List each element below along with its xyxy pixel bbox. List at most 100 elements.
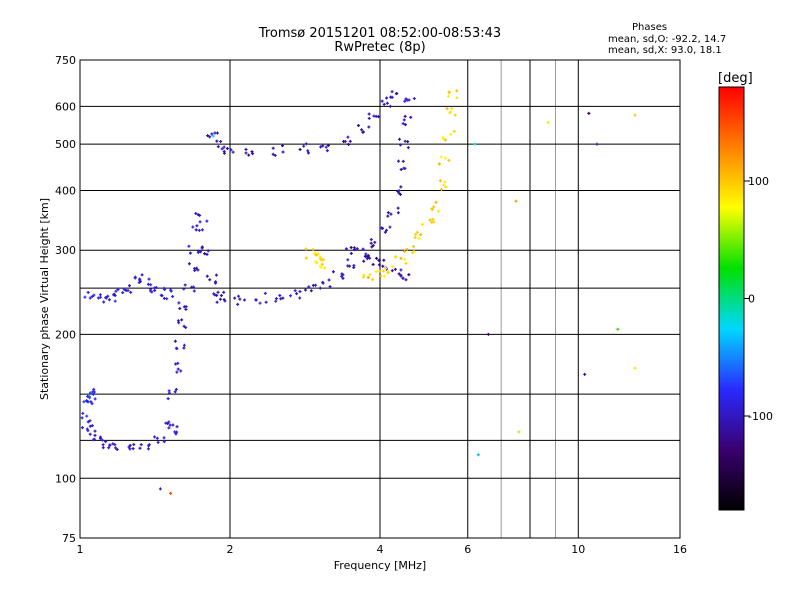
- colorbar-ticks: 100 0 -100: [744, 175, 773, 423]
- scatter-point: [346, 264, 350, 268]
- scatter-point: [160, 294, 164, 298]
- scatter-point: [369, 238, 373, 242]
- scatter-point: [153, 435, 157, 439]
- scatter-point: [174, 432, 178, 436]
- scatter-point: [113, 299, 117, 303]
- scatter-point: [398, 192, 402, 196]
- scatter-point: [80, 426, 84, 430]
- scatter-point: [80, 416, 84, 420]
- scatter-point: [379, 274, 383, 278]
- y-tick-label: 75: [62, 532, 76, 545]
- scatter-point: [196, 250, 200, 254]
- scatter-point: [183, 283, 187, 287]
- scatter-point: [173, 430, 177, 434]
- scatter-point: [197, 228, 201, 232]
- scatter-point: [428, 218, 432, 222]
- scatter-point: [113, 443, 117, 447]
- scatter-point: [111, 442, 115, 446]
- chart-title: Tromsø 20151201 08:52:00-08:53:43: [258, 26, 502, 41]
- scatter-point: [413, 236, 417, 240]
- scatter-point: [121, 291, 125, 295]
- y-axis-label: Stationary phase Virtual Height [km]: [38, 198, 51, 400]
- scatter-point: [153, 288, 157, 292]
- scatter-point: [175, 370, 179, 374]
- scatter-point: [583, 372, 587, 376]
- scatter-point: [438, 179, 442, 183]
- scatter-point: [273, 153, 277, 157]
- scatter-point: [167, 389, 171, 393]
- scatter-point: [81, 411, 85, 415]
- scatter-point: [167, 420, 171, 424]
- scatter-point: [216, 145, 220, 149]
- scatter-point: [402, 249, 406, 253]
- scatter-point: [147, 277, 151, 281]
- scatter-point: [318, 286, 322, 290]
- scatter-point: [93, 397, 97, 401]
- scatter-point: [128, 447, 132, 451]
- scatter-point: [205, 252, 209, 256]
- scatter-point: [173, 390, 177, 394]
- scatter-point: [215, 300, 219, 304]
- scatter-point: [93, 433, 97, 437]
- scatter-point: [396, 211, 400, 215]
- scatter-point: [171, 294, 175, 298]
- scatter-point: [208, 135, 212, 139]
- y-tick-label: 200: [55, 328, 76, 341]
- scatter-point: [263, 291, 267, 295]
- scatter-point: [115, 447, 119, 451]
- scatter-point: [303, 288, 307, 292]
- scatter-point: [195, 224, 199, 228]
- scatter-point: [352, 265, 356, 269]
- scatter-point: [114, 289, 118, 293]
- scatter-point: [383, 230, 387, 234]
- scatter-point: [304, 256, 308, 260]
- scatter-point: [314, 283, 318, 287]
- scatter-point: [281, 150, 285, 154]
- scatter-point: [200, 228, 204, 232]
- scatter-point: [98, 437, 102, 441]
- scatter-point: [406, 146, 410, 150]
- scatter-point: [236, 302, 240, 306]
- scatter-point: [106, 294, 110, 298]
- scatter-point: [445, 107, 449, 111]
- scatter-point: [309, 289, 313, 293]
- scatter-point: [414, 232, 418, 236]
- scatter-point: [517, 430, 521, 434]
- scatter-point: [177, 301, 181, 305]
- scatter-point: [377, 263, 381, 267]
- scatter-point: [180, 318, 184, 322]
- scatter-point: [394, 255, 398, 259]
- scatter-point: [389, 212, 393, 216]
- scatter-point: [88, 419, 92, 423]
- scatter-point: [174, 362, 178, 366]
- scatter-point: [368, 256, 372, 260]
- scatter-point: [196, 268, 200, 272]
- scatter-point: [321, 144, 325, 148]
- scatter-point: [102, 300, 106, 304]
- scatter-point: [92, 293, 96, 297]
- scatter-point: [140, 273, 144, 277]
- scatter-point: [175, 347, 179, 351]
- scatter-point: [326, 143, 330, 147]
- scatter-point: [90, 402, 94, 406]
- scatter-point: [616, 327, 620, 331]
- scatter-point: [399, 256, 403, 260]
- scatter-point: [176, 361, 180, 365]
- scatter-point: [302, 144, 306, 148]
- scatter-point: [244, 151, 248, 155]
- scatter-point: [409, 115, 413, 119]
- scatter-point: [278, 293, 282, 297]
- scatter-point: [318, 255, 322, 259]
- scatter-point: [88, 396, 92, 400]
- scatter-point: [323, 266, 327, 270]
- scatter-point: [93, 429, 97, 433]
- scatter-point: [412, 97, 416, 101]
- scatter-point: [312, 251, 316, 255]
- chart-subtitle: RwPretec (8p): [334, 40, 426, 55]
- scatter-point: [149, 287, 153, 291]
- y-tick-label: 750: [55, 54, 76, 67]
- scatter-point: [206, 249, 210, 253]
- scatter-point: [476, 453, 480, 457]
- scatter-point: [441, 135, 445, 139]
